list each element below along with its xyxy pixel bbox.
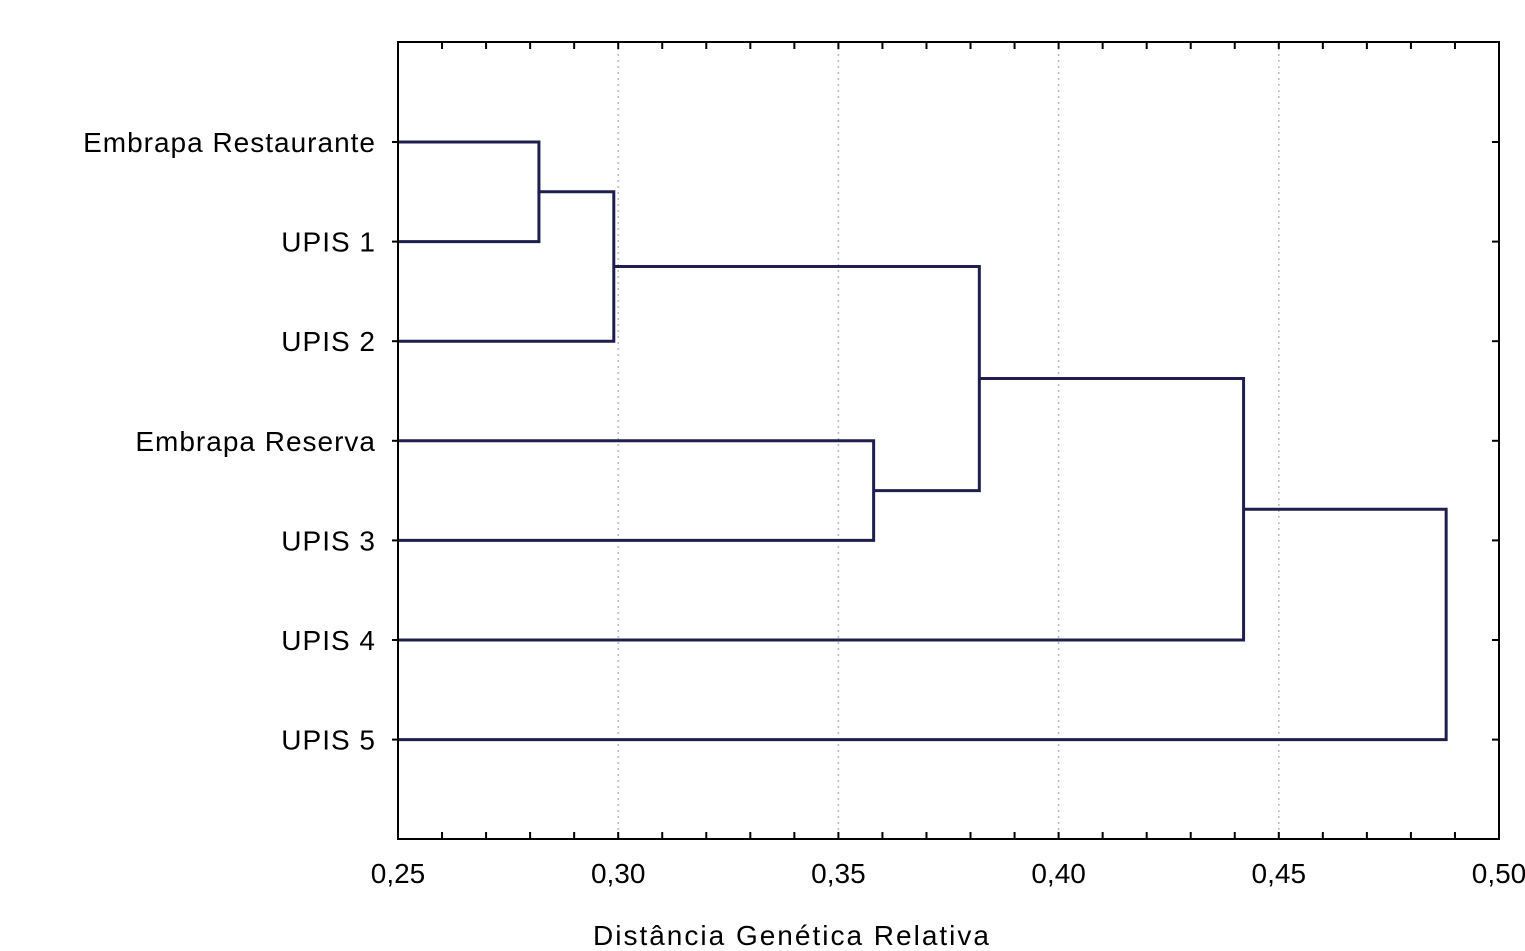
x-tick-label: 0,35 bbox=[811, 858, 866, 889]
leaf-label: UPIS 3 bbox=[281, 525, 376, 556]
dendrogram-link bbox=[398, 377, 1246, 642]
x-tick-label: 0,30 bbox=[591, 858, 646, 889]
leaf-labels: Embrapa Restaurante UPIS 1 UPIS 2 Embrapa R… bbox=[83, 127, 376, 756]
axis-ticks bbox=[392, 42, 1500, 839]
dendrogram-link bbox=[613, 265, 981, 493]
leaf-label: UPIS 5 bbox=[281, 725, 376, 756]
x-tick-label: 0,25 bbox=[371, 858, 426, 889]
dendrogram-links bbox=[398, 140, 1448, 742]
dendrogram-link bbox=[398, 507, 1448, 742]
leaf-label: UPIS 4 bbox=[281, 625, 376, 656]
dendrogram-link bbox=[398, 439, 876, 542]
grid-lines bbox=[617, 42, 1280, 839]
leaf-label: Embrapa Reserva bbox=[135, 426, 376, 457]
leaf-label: Embrapa Restaurante bbox=[83, 127, 376, 158]
x-tick-label: 0,50 bbox=[1472, 858, 1525, 889]
x-tick-labels: 0,25 0,30 0,35 0,40 0,45 0,50 bbox=[371, 858, 1525, 889]
dendrogram-link bbox=[398, 190, 616, 343]
leaf-label: UPIS 2 bbox=[281, 326, 376, 357]
x-axis-label: Distância Genética Relativa bbox=[593, 920, 991, 951]
leaf-label: UPIS 1 bbox=[281, 227, 376, 258]
x-tick-label: 0,45 bbox=[1252, 858, 1307, 889]
dendrogram-link bbox=[398, 140, 541, 244]
x-tick-label: 0,40 bbox=[1031, 858, 1086, 889]
